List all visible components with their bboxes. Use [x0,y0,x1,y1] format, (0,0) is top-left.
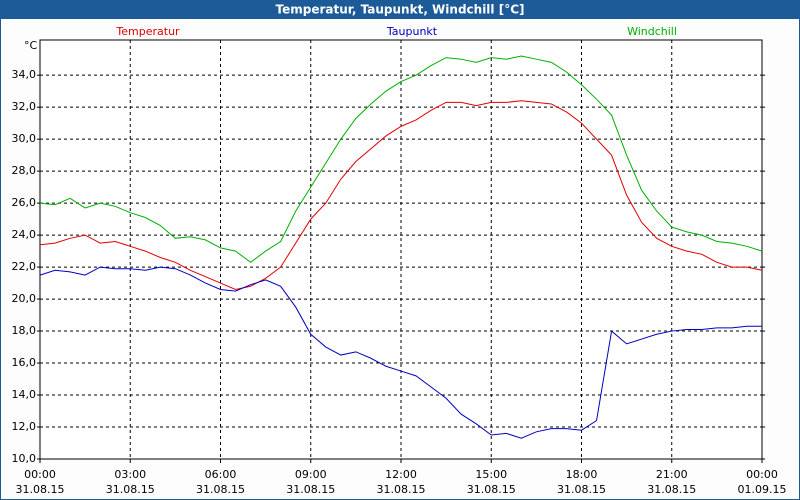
x-tick-date: 31.08.15 [377,483,426,496]
y-tick-label: 10,0 [12,452,37,465]
x-tick-label: 12:00 [385,468,417,481]
series-line [39,55,763,263]
x-tick-date: 31.08.15 [286,483,335,496]
x-tick-label: 15:00 [475,468,507,481]
y-tick-label: 34,0 [12,68,37,81]
x-tick-date: 31.08.15 [467,483,516,496]
legend-entry: Temperatur [115,25,180,38]
y-tick-label: 16,0 [12,356,37,369]
x-tick-label: 09:00 [295,468,327,481]
x-tick-label: 00:00 [746,468,778,481]
title-bar [0,0,800,19]
chart-title: Temperatur, Taupunkt, Windchill [°C] [276,3,525,17]
y-tick-label: 32,0 [12,100,37,113]
x-tick-date: 31.08.15 [196,483,245,496]
x-tick-date: 31.08.15 [647,483,696,496]
y-tick-label: 28,0 [12,164,37,177]
x-tick-label: 21:00 [656,468,688,481]
x-tick-date: 31.08.15 [106,483,155,496]
y-tick-label: 30,0 [12,132,37,145]
y-tick-label: 12,0 [12,420,37,433]
y-tick-label: 18,0 [12,324,37,337]
x-tick-date: 31.08.15 [557,483,606,496]
legend-entry: Windchill [627,25,677,38]
y-tick-label: 24,0 [12,228,37,241]
x-tick-label: 00:00 [24,468,56,481]
y-unit: °C [24,39,38,52]
x-tick-date: 01.09.15 [738,483,787,496]
x-tick-date: 31.08.15 [16,483,65,496]
y-tick-label: 14,0 [12,388,37,401]
x-tick-label: 03:00 [114,468,146,481]
series-line [39,100,763,291]
y-tick-label: 20,0 [12,292,37,305]
legend-entry: Taupunkt [386,25,438,38]
x-tick-label: 06:00 [205,468,237,481]
y-tick-label: 26,0 [12,196,37,209]
y-tick-label: 22,0 [12,260,37,273]
series-line [39,266,762,439]
x-tick-label: 18:00 [566,468,598,481]
